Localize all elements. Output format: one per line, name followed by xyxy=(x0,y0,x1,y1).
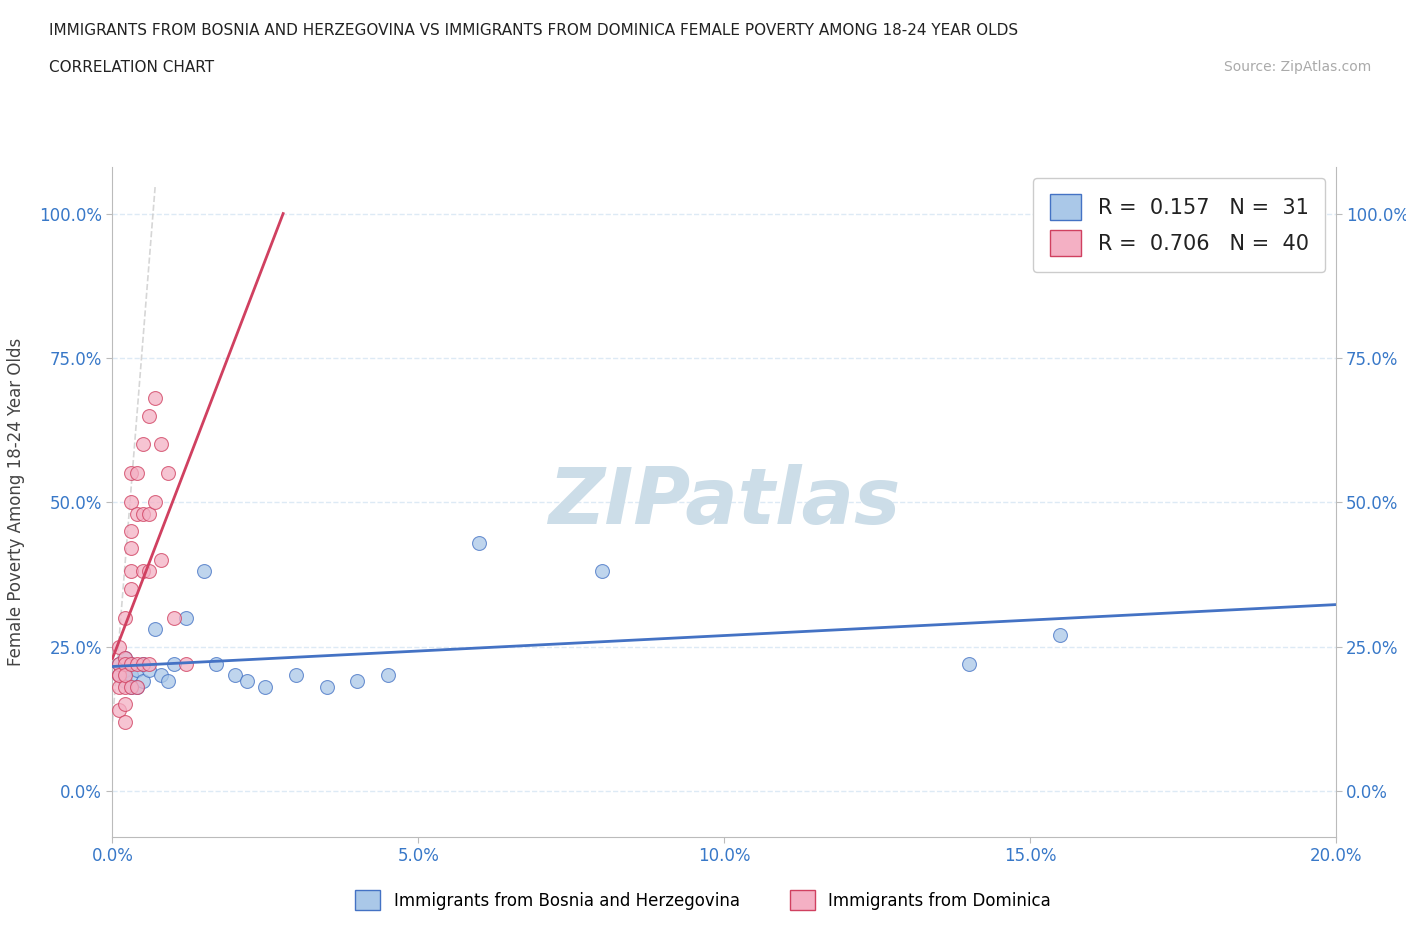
Point xyxy=(284,668,308,683)
Point xyxy=(125,680,148,695)
Point xyxy=(138,408,160,423)
Point xyxy=(163,657,186,671)
Legend: Immigrants from Bosnia and Herzegovina, Immigrants from Dominica: Immigrants from Bosnia and Herzegovina, … xyxy=(349,884,1057,917)
Point xyxy=(193,564,215,578)
Point xyxy=(120,668,142,683)
Point xyxy=(107,668,129,683)
Text: IMMIGRANTS FROM BOSNIA AND HERZEGOVINA VS IMMIGRANTS FROM DOMINICA FEMALE POVERT: IMMIGRANTS FROM BOSNIA AND HERZEGOVINA V… xyxy=(49,23,1018,38)
Point xyxy=(120,466,142,481)
Point xyxy=(125,662,148,677)
Point xyxy=(138,506,160,521)
Point xyxy=(125,466,148,481)
Point xyxy=(224,668,246,683)
Point xyxy=(120,680,142,695)
Point xyxy=(138,662,160,677)
Point xyxy=(132,564,155,578)
Text: Source: ZipAtlas.com: Source: ZipAtlas.com xyxy=(1223,60,1371,74)
Point xyxy=(114,697,136,711)
Point xyxy=(120,541,142,556)
Point xyxy=(125,506,148,521)
Point xyxy=(132,657,155,671)
Point xyxy=(150,552,173,567)
Point xyxy=(205,657,228,671)
Point xyxy=(107,668,129,683)
Point xyxy=(236,673,259,688)
Point xyxy=(125,657,148,671)
Text: CORRELATION CHART: CORRELATION CHART xyxy=(49,60,214,75)
Point xyxy=(468,535,491,550)
Point xyxy=(156,466,179,481)
Point xyxy=(174,657,197,671)
Point xyxy=(125,680,148,695)
Point xyxy=(107,657,129,671)
Point xyxy=(143,495,166,510)
Point xyxy=(114,680,136,695)
Point xyxy=(114,662,136,677)
Point xyxy=(114,651,136,666)
Point xyxy=(957,657,980,671)
Point xyxy=(591,564,613,578)
Point xyxy=(132,437,155,452)
Point xyxy=(120,657,142,671)
Point xyxy=(114,673,136,688)
Point xyxy=(114,651,136,666)
Point xyxy=(346,673,368,688)
Point xyxy=(138,657,160,671)
Point xyxy=(143,391,166,405)
Point xyxy=(107,657,129,671)
Point xyxy=(1049,628,1071,643)
Point xyxy=(377,668,399,683)
Point xyxy=(315,680,337,695)
Point xyxy=(107,702,129,717)
Point xyxy=(132,506,155,521)
Point xyxy=(156,673,179,688)
Point xyxy=(120,495,142,510)
Point xyxy=(150,668,173,683)
Point xyxy=(163,610,186,625)
Legend: R =  0.157   N =  31, R =  0.706   N =  40: R = 0.157 N = 31, R = 0.706 N = 40 xyxy=(1033,178,1326,272)
Point xyxy=(132,673,155,688)
Point xyxy=(114,714,136,729)
Point xyxy=(132,657,155,671)
Point xyxy=(107,668,129,683)
Point xyxy=(150,437,173,452)
Point xyxy=(120,680,142,695)
Point xyxy=(120,524,142,538)
Point xyxy=(120,581,142,596)
Point xyxy=(114,657,136,671)
Y-axis label: Female Poverty Among 18-24 Year Olds: Female Poverty Among 18-24 Year Olds xyxy=(7,339,25,666)
Point xyxy=(174,610,197,625)
Point xyxy=(107,680,129,695)
Point xyxy=(107,639,129,654)
Point xyxy=(114,610,136,625)
Point xyxy=(138,564,160,578)
Point xyxy=(120,657,142,671)
Point xyxy=(143,622,166,637)
Text: ZIPatlas: ZIPatlas xyxy=(548,464,900,540)
Point xyxy=(114,668,136,683)
Point xyxy=(254,680,277,695)
Point xyxy=(120,564,142,578)
